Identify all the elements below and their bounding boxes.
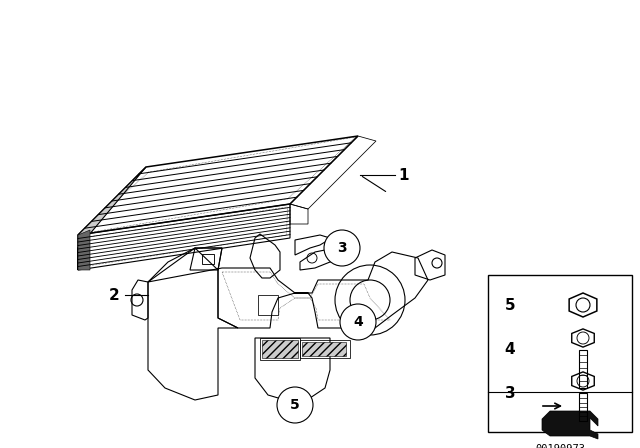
Polygon shape [78,230,90,270]
Bar [262,340,298,358]
Text: 5: 5 [290,398,300,412]
Polygon shape [78,167,146,270]
Circle shape [277,387,313,423]
Text: 00190973: 00190973 [535,444,585,448]
Bar [258,295,278,315]
Text: 5: 5 [505,297,515,313]
Text: 3: 3 [505,385,515,401]
Text: 2: 2 [109,288,120,302]
Text: 3: 3 [337,241,347,255]
Circle shape [324,230,360,266]
Bar [302,342,346,356]
Bar [579,393,587,421]
Polygon shape [542,411,598,439]
Text: 1: 1 [398,168,408,182]
Bar [488,275,632,432]
Text: 4: 4 [353,315,363,329]
Bar [300,340,350,358]
Bar [579,350,587,388]
Bar [260,338,300,360]
Circle shape [340,304,376,340]
Text: 4: 4 [505,343,515,358]
